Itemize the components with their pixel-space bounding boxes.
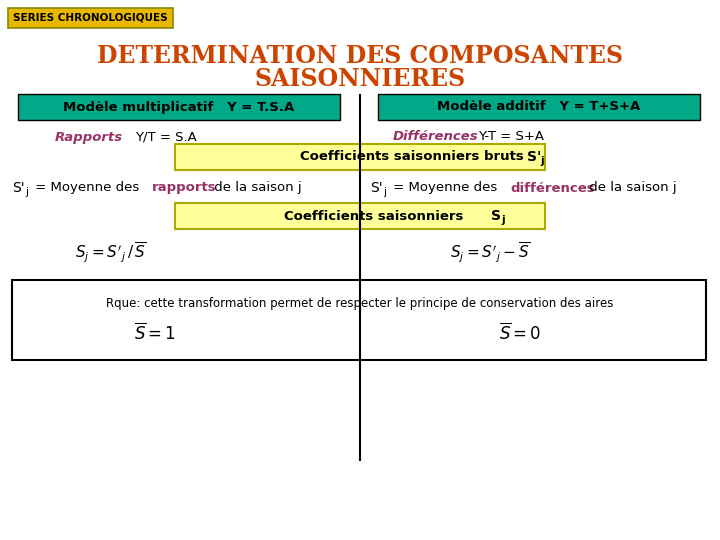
Text: différences: différences	[510, 181, 595, 194]
Text: SERIES CHRONOLOGIQUES: SERIES CHRONOLOGIQUES	[13, 13, 167, 23]
Text: Modèle additif   Y = T+S+A: Modèle additif Y = T+S+A	[437, 100, 641, 113]
FancyBboxPatch shape	[18, 94, 340, 120]
FancyBboxPatch shape	[8, 8, 173, 28]
Text: Coefficients saisonniers bruts: Coefficients saisonniers bruts	[300, 151, 523, 164]
Text: Modèle multiplicatif   Y = T.S.A: Modèle multiplicatif Y = T.S.A	[63, 100, 294, 113]
Text: j: j	[383, 187, 386, 197]
Text: = Moyenne des: = Moyenne des	[31, 181, 143, 194]
Text: S': S'	[527, 150, 541, 164]
Text: S': S'	[12, 181, 24, 195]
Text: S': S'	[370, 181, 382, 195]
Text: Rque: cette transformation permet de respecter le principe de conservation des a: Rque: cette transformation permet de res…	[107, 298, 613, 310]
Text: DETERMINATION DES COMPOSANTES: DETERMINATION DES COMPOSANTES	[97, 44, 623, 68]
Text: Y/T = S.A: Y/T = S.A	[135, 131, 197, 144]
Text: Rapports: Rapports	[55, 131, 123, 144]
Text: rapports: rapports	[152, 181, 217, 194]
FancyBboxPatch shape	[175, 144, 545, 170]
FancyBboxPatch shape	[175, 203, 545, 229]
Text: de la saison j: de la saison j	[585, 181, 677, 194]
Text: Différences: Différences	[393, 131, 479, 144]
Text: $\overline{S} = 1$: $\overline{S} = 1$	[134, 322, 176, 343]
Text: = Moyenne des: = Moyenne des	[389, 181, 502, 194]
Text: j: j	[540, 156, 544, 166]
Text: SAISONNIERES: SAISONNIERES	[254, 67, 466, 91]
FancyBboxPatch shape	[12, 280, 706, 360]
Text: S: S	[491, 209, 501, 223]
Text: de la saison j: de la saison j	[210, 181, 302, 194]
Text: $\overline{S} = 0$: $\overline{S} = 0$	[499, 322, 541, 343]
Text: $S_j = S'_j\,/\,\overline{S}$: $S_j = S'_j\,/\,\overline{S}$	[75, 241, 146, 265]
Text: Y-T = S+A: Y-T = S+A	[478, 131, 544, 144]
Text: j: j	[501, 215, 505, 225]
Text: $S_j = S'_j - \overline{S}$: $S_j = S'_j - \overline{S}$	[450, 241, 530, 265]
Text: j: j	[25, 187, 28, 197]
FancyBboxPatch shape	[378, 94, 700, 120]
Text: Coefficients saisonniers: Coefficients saisonniers	[284, 210, 464, 222]
